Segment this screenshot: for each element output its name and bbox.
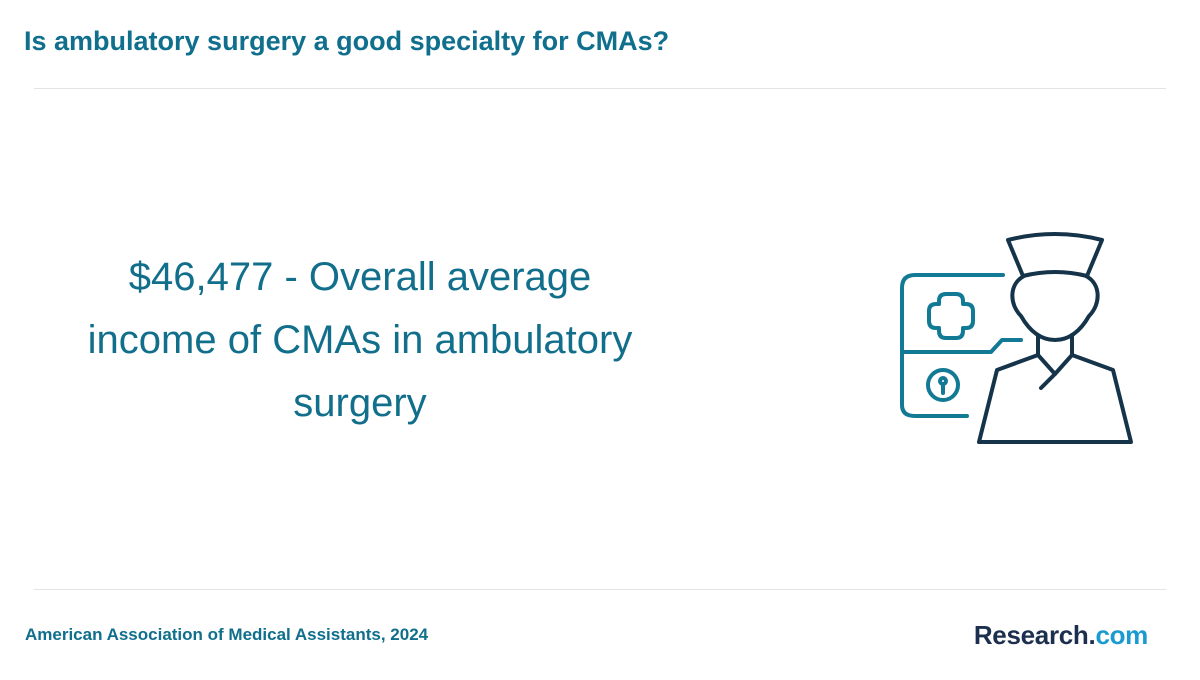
nurse-figure-icon: [977, 232, 1133, 444]
source-citation: American Association of Medical Assistan…: [25, 625, 429, 644]
medical-cross-icon: [927, 292, 975, 340]
medical-assistant-icon: [900, 232, 1133, 444]
medical-chart-icon: [900, 273, 1023, 418]
brand-tld-text: com: [1095, 620, 1148, 650]
bottom-divider: [34, 589, 1166, 590]
statistic-text: $46,477 - Overall average income of CMAs…: [87, 255, 633, 425]
badge-icon: [926, 368, 960, 402]
page-title: Is ambulatory surgery a good specialty f…: [24, 26, 670, 56]
brand-name-text: Research.: [973, 620, 1096, 650]
brand-logo[interactable]: Research.com: [974, 620, 1148, 651]
top-divider: [34, 88, 1166, 89]
